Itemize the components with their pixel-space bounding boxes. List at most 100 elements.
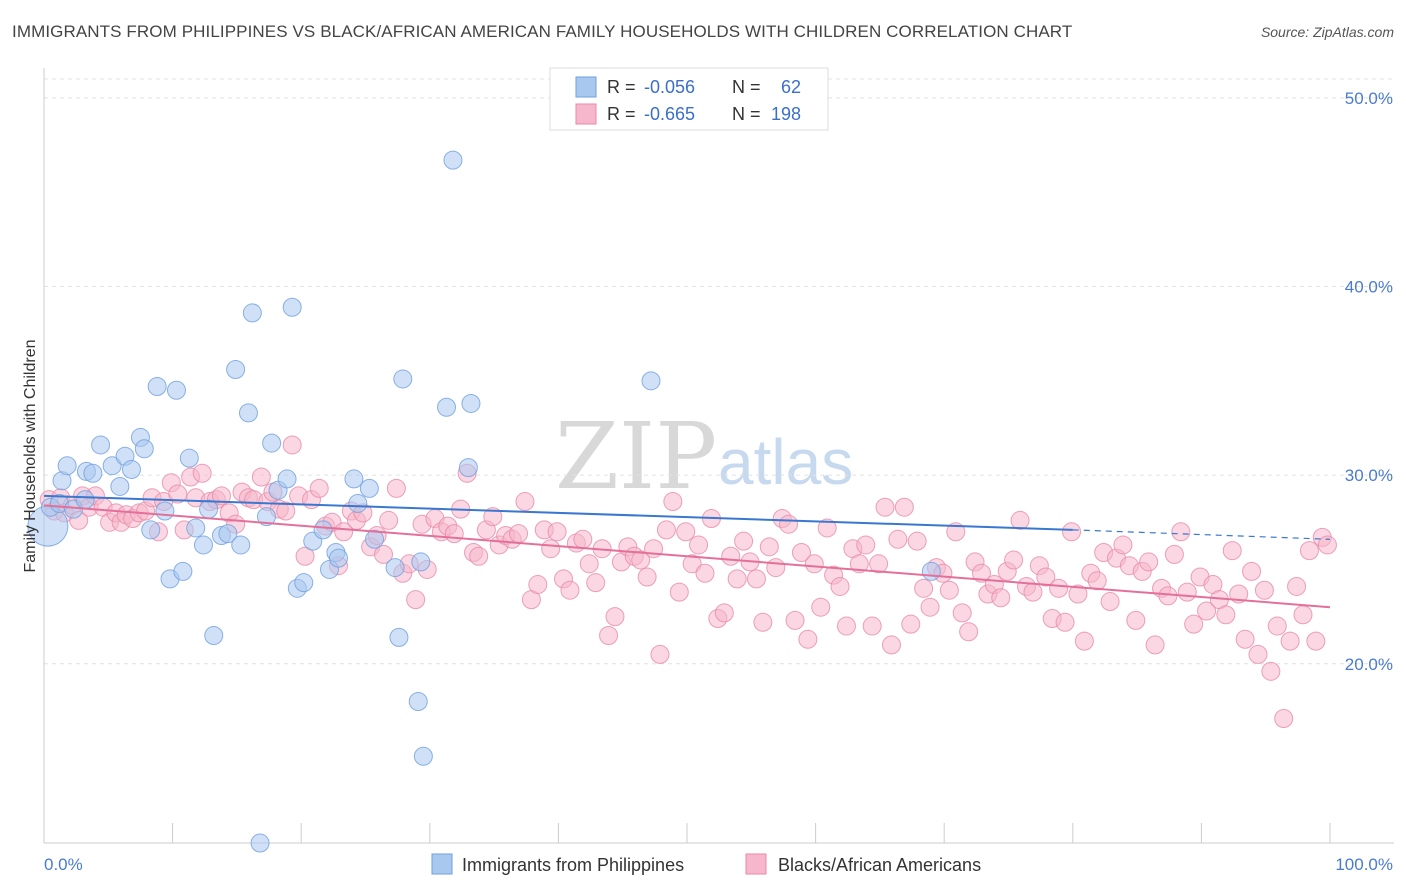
point-black-38 <box>276 501 296 521</box>
bottom-legend-label-philippines: Immigrants from Philippines <box>462 855 684 875</box>
legend-swatch-philippines <box>575 76 597 98</box>
point-black-185 <box>1222 541 1242 561</box>
point-black-200 <box>1317 535 1337 555</box>
point-black-58 <box>406 590 426 610</box>
point-black-96 <box>650 644 670 664</box>
point-black-136 <box>907 531 927 551</box>
point-philippines-16 <box>141 520 161 540</box>
point-black-143 <box>952 603 972 623</box>
point-philippines-23 <box>186 518 206 538</box>
top-legend: R = -0.056 N = 62 R = -0.665 N = 198 <box>549 67 829 131</box>
legend-n-label-1: N = <box>732 77 761 97</box>
point-philippines-30 <box>231 535 251 555</box>
point-black-187 <box>1235 629 1255 649</box>
point-black-70 <box>483 507 503 527</box>
watermark: ZIP atlas <box>555 403 853 510</box>
point-philippines-17 <box>147 376 167 396</box>
point-black-98 <box>663 492 683 512</box>
point-black-118 <box>791 542 811 562</box>
point-philippines-10 <box>102 456 122 476</box>
point-black-141 <box>939 580 959 600</box>
point-black-120 <box>804 554 824 574</box>
point-philippines-33 <box>250 833 270 853</box>
point-black-21 <box>168 484 188 504</box>
point-black-177 <box>1171 522 1191 542</box>
point-black-162 <box>1074 631 1094 651</box>
chart-title: IMMIGRANTS FROM PHILIPPINES VS BLACK/AFR… <box>12 22 1073 41</box>
point-philippines-47 <box>348 493 368 513</box>
point-black-74 <box>509 524 529 544</box>
points-layer <box>27 150 1337 853</box>
point-black-99 <box>669 582 689 602</box>
point-black-94 <box>637 567 657 587</box>
point-philippines-54 <box>411 552 431 572</box>
point-black-135 <box>901 614 921 634</box>
point-black-39 <box>282 435 302 455</box>
point-black-127 <box>849 554 869 574</box>
y-tick-label-30: 30.0% <box>1345 466 1393 485</box>
point-philippines-20 <box>166 380 186 400</box>
point-philippines-55 <box>413 746 433 766</box>
point-black-54 <box>379 510 399 530</box>
point-philippines-22 <box>179 448 199 468</box>
point-black-75 <box>515 492 535 512</box>
point-black-43 <box>309 478 329 498</box>
point-black-189 <box>1248 644 1268 664</box>
point-black-181 <box>1197 601 1217 621</box>
point-black-124 <box>830 576 850 596</box>
point-black-186 <box>1229 584 1249 604</box>
point-black-154 <box>1023 582 1043 602</box>
point-black-116 <box>779 514 799 534</box>
point-philippines-46 <box>344 469 364 489</box>
point-black-152 <box>1010 510 1030 530</box>
point-black-28 <box>211 486 231 506</box>
point-black-53 <box>374 544 394 564</box>
point-black-82 <box>560 580 580 600</box>
point-black-132 <box>881 635 901 655</box>
point-black-151 <box>1004 550 1024 570</box>
point-philippines-37 <box>277 469 297 489</box>
point-black-172 <box>1139 552 1159 572</box>
trend-line-dashed-philippines <box>1072 529 1331 540</box>
point-black-130 <box>869 554 889 574</box>
legend-n-label-2: N = <box>732 104 761 124</box>
point-philippines-42 <box>313 520 333 540</box>
y-tick-label-40: 40.0% <box>1345 278 1393 297</box>
point-philippines-13 <box>121 459 141 479</box>
point-black-25 <box>192 463 212 483</box>
point-black-161 <box>1068 584 1088 604</box>
point-black-55 <box>386 478 406 498</box>
point-black-170 <box>1126 610 1146 630</box>
point-philippines-58 <box>458 458 478 478</box>
point-philippines-59 <box>461 393 481 413</box>
point-black-198 <box>1306 631 1326 651</box>
point-philippines-31 <box>238 403 258 423</box>
point-black-158 <box>1049 578 1069 598</box>
point-philippines-34 <box>256 507 276 527</box>
trend-line-philippines <box>43 494 1073 531</box>
point-black-119 <box>798 629 818 649</box>
trend-line-black <box>43 504 1331 609</box>
bottom-legend: Immigrants from Philippines Blacks/Afric… <box>431 853 981 875</box>
point-philippines-53 <box>408 692 428 712</box>
legend-n-value-2: 198 <box>771 104 801 124</box>
point-black-192 <box>1267 616 1287 636</box>
point-black-112 <box>753 612 773 632</box>
point-black-125 <box>836 616 856 636</box>
point-black-68 <box>469 546 489 566</box>
point-philippines-4 <box>57 456 77 476</box>
point-black-117 <box>785 610 805 630</box>
point-black-121 <box>811 597 831 617</box>
point-black-80 <box>547 522 567 542</box>
point-philippines-32 <box>242 303 262 323</box>
point-philippines-40 <box>294 573 314 593</box>
y-axis-label: Family Households with Children <box>22 340 39 573</box>
point-black-85 <box>579 554 599 574</box>
point-philippines-15 <box>134 439 154 459</box>
point-black-89 <box>605 607 625 627</box>
point-black-79 <box>541 539 561 559</box>
point-philippines-38 <box>282 297 302 317</box>
point-black-93 <box>631 550 651 570</box>
point-black-160 <box>1062 522 1082 542</box>
point-black-197 <box>1299 541 1319 561</box>
